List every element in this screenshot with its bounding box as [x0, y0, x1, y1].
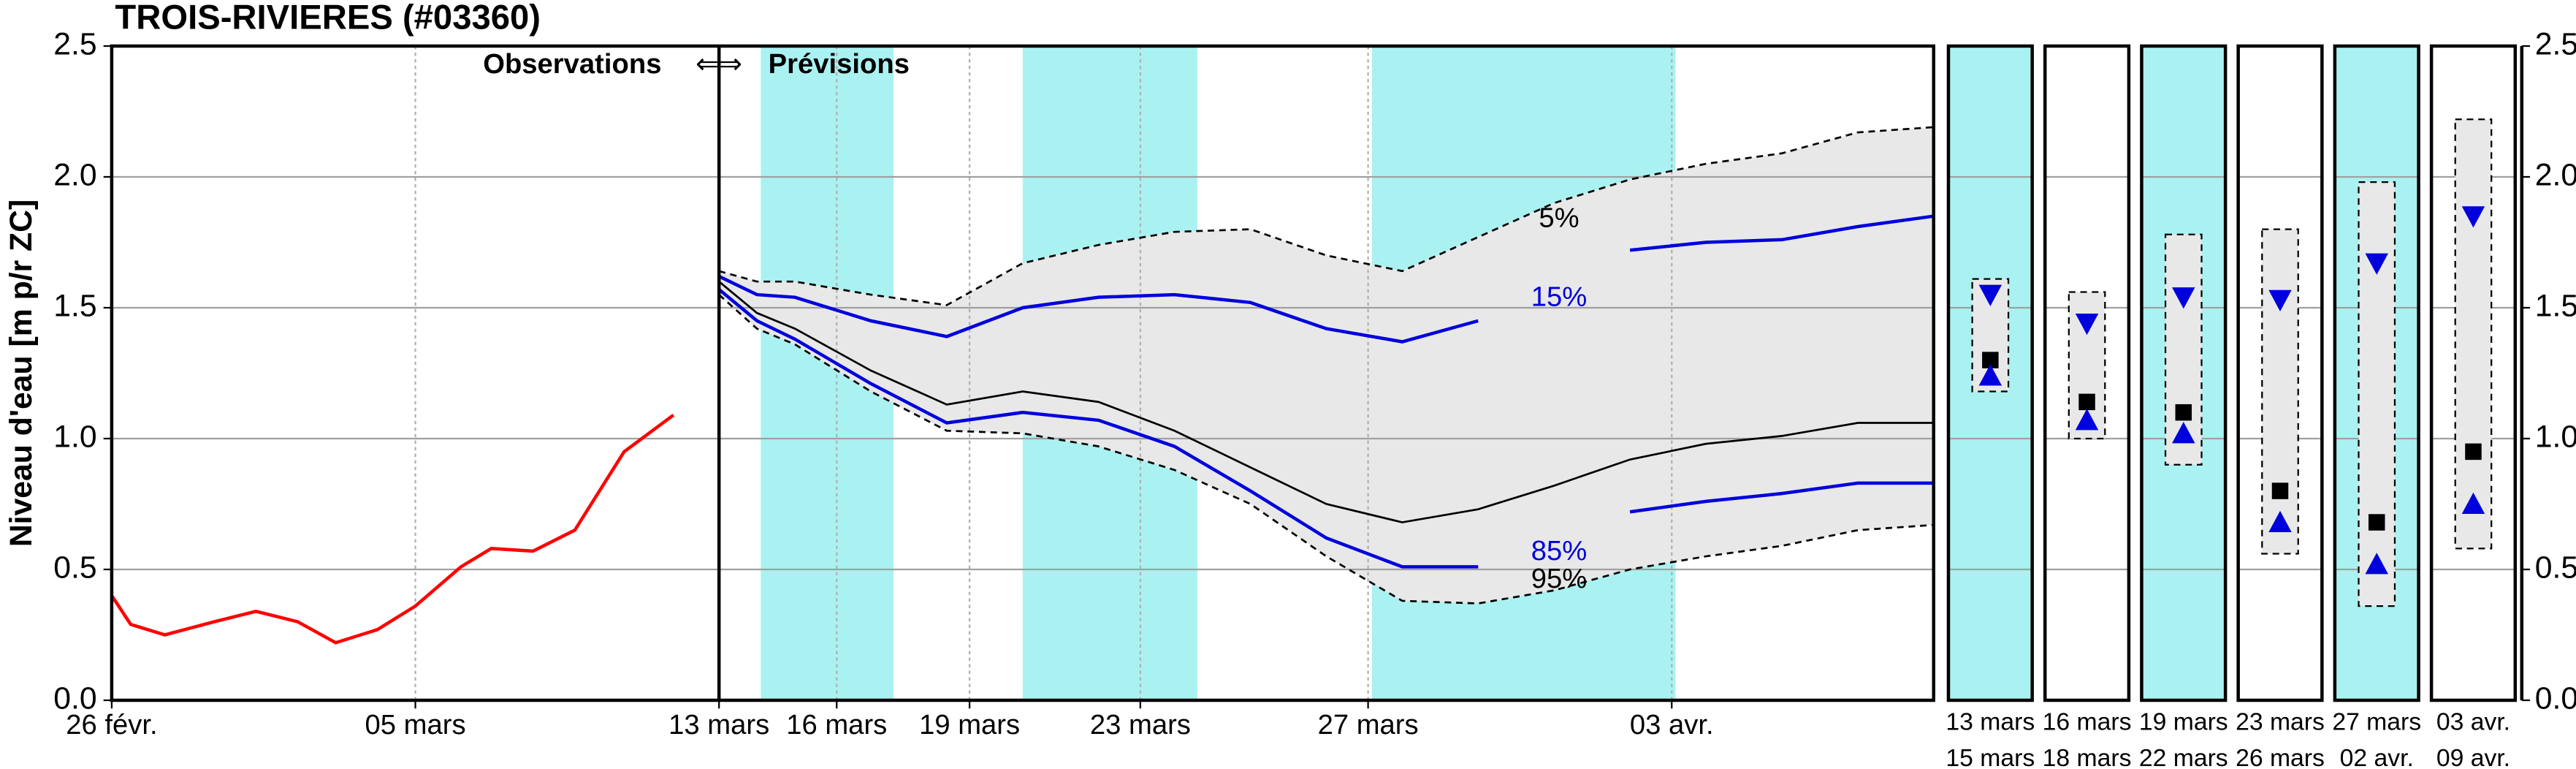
series-line [718, 214, 1935, 344]
marker-up [1978, 364, 2003, 386]
y-tick-label: 0.0 [2535, 681, 2576, 716]
series-line [110, 413, 675, 645]
divider-arrows: ⇐⇒ [696, 48, 742, 80]
marker-down [2461, 206, 2485, 228]
x-tick-label: 05 mars [365, 709, 466, 740]
plot-frame [110, 44, 1935, 702]
panel-label: 26 mars [2236, 744, 2325, 769]
marker-up [2268, 510, 2292, 533]
divider-label: Observations [483, 48, 661, 80]
panel-label: 19 mars [2139, 708, 2228, 735]
median-marker [2175, 404, 2192, 421]
marker-up [2365, 553, 2388, 575]
panel-frame [2043, 44, 2131, 702]
marker-down [2365, 253, 2388, 275]
series-line [718, 294, 1934, 605]
y-tick-label: 2.5 [53, 26, 96, 61]
series-line [718, 281, 1934, 523]
x-tick-label: 27 mars [1318, 709, 1419, 740]
divider-label: Prévisions [769, 48, 910, 80]
panel-frame [2429, 44, 2518, 702]
y-tick-label: 0.5 [2535, 550, 2576, 585]
marker-up [2461, 492, 2485, 514]
marker-up [2075, 409, 2099, 431]
panel-frame [2140, 44, 2228, 702]
median-marker [2465, 443, 2482, 461]
panel-label: 18 mars [2043, 744, 2132, 769]
panel-frame [1946, 44, 2034, 702]
series-line [717, 288, 1934, 569]
range-box [2454, 118, 2493, 550]
y-axis-label: Niveau d'eau [m p/r ZC] [4, 200, 39, 547]
y-tick-label: 2.5 [2535, 26, 2576, 61]
panel-label: 13 mars [1946, 708, 2035, 735]
x-tick-label: 23 mars [1090, 709, 1191, 740]
y-tick-label: 1.0 [53, 419, 96, 454]
panel-label: 03 avr. [2436, 708, 2510, 735]
y-tick-label: 0.0 [53, 681, 96, 716]
panel-label: 09 avr. [2436, 744, 2510, 769]
y-tick-label: 1.5 [53, 288, 96, 323]
median-marker [2078, 393, 2095, 411]
series-label: 5% [1539, 202, 1579, 233]
y-tick-label: 1.0 [2535, 419, 2576, 454]
median-marker [1982, 352, 1999, 368]
range-box [2358, 181, 2396, 607]
panel-label: 16 mars [2043, 708, 2132, 735]
marker-down [2268, 289, 2292, 311]
series-label: 15% [1531, 281, 1588, 313]
panel-frame [2333, 44, 2420, 702]
x-tick-label: 16 mars [786, 709, 887, 740]
chart-title: TROIS-RIVIERES (#03360) [115, 0, 541, 37]
y-tick-label: 0.5 [53, 550, 96, 585]
marker-down [2075, 313, 2099, 336]
series-label: 85% [1531, 535, 1588, 567]
median-marker [2271, 482, 2289, 499]
panel-label: 23 mars [2236, 708, 2325, 735]
median-marker [2368, 514, 2385, 531]
y-tick-label: 2.0 [53, 157, 96, 192]
marker-down [1978, 284, 2003, 306]
x-tick-label: 19 mars [919, 709, 1020, 740]
marker-up [2172, 422, 2195, 444]
series-label: 95% [1531, 563, 1588, 594]
panel-label: 22 mars [2139, 744, 2228, 769]
x-tick-label: 13 mars [668, 709, 769, 740]
panel-frame [2236, 44, 2324, 702]
panel-label: 15 mars [1946, 744, 2035, 769]
marker-down [2172, 287, 2195, 309]
panel-label: 02 avr. [2340, 744, 2414, 769]
x-tick-label: 03 avr. [1630, 709, 1714, 740]
y-tick-label: 1.5 [2535, 288, 2576, 323]
series-line [718, 126, 1934, 306]
panel-label: 27 mars [2332, 708, 2421, 735]
envelope [719, 126, 1934, 604]
y-tick-label: 2.0 [2535, 157, 2576, 192]
x-tick-label: 26 févr. [66, 709, 157, 740]
range-box [2261, 228, 2299, 555]
